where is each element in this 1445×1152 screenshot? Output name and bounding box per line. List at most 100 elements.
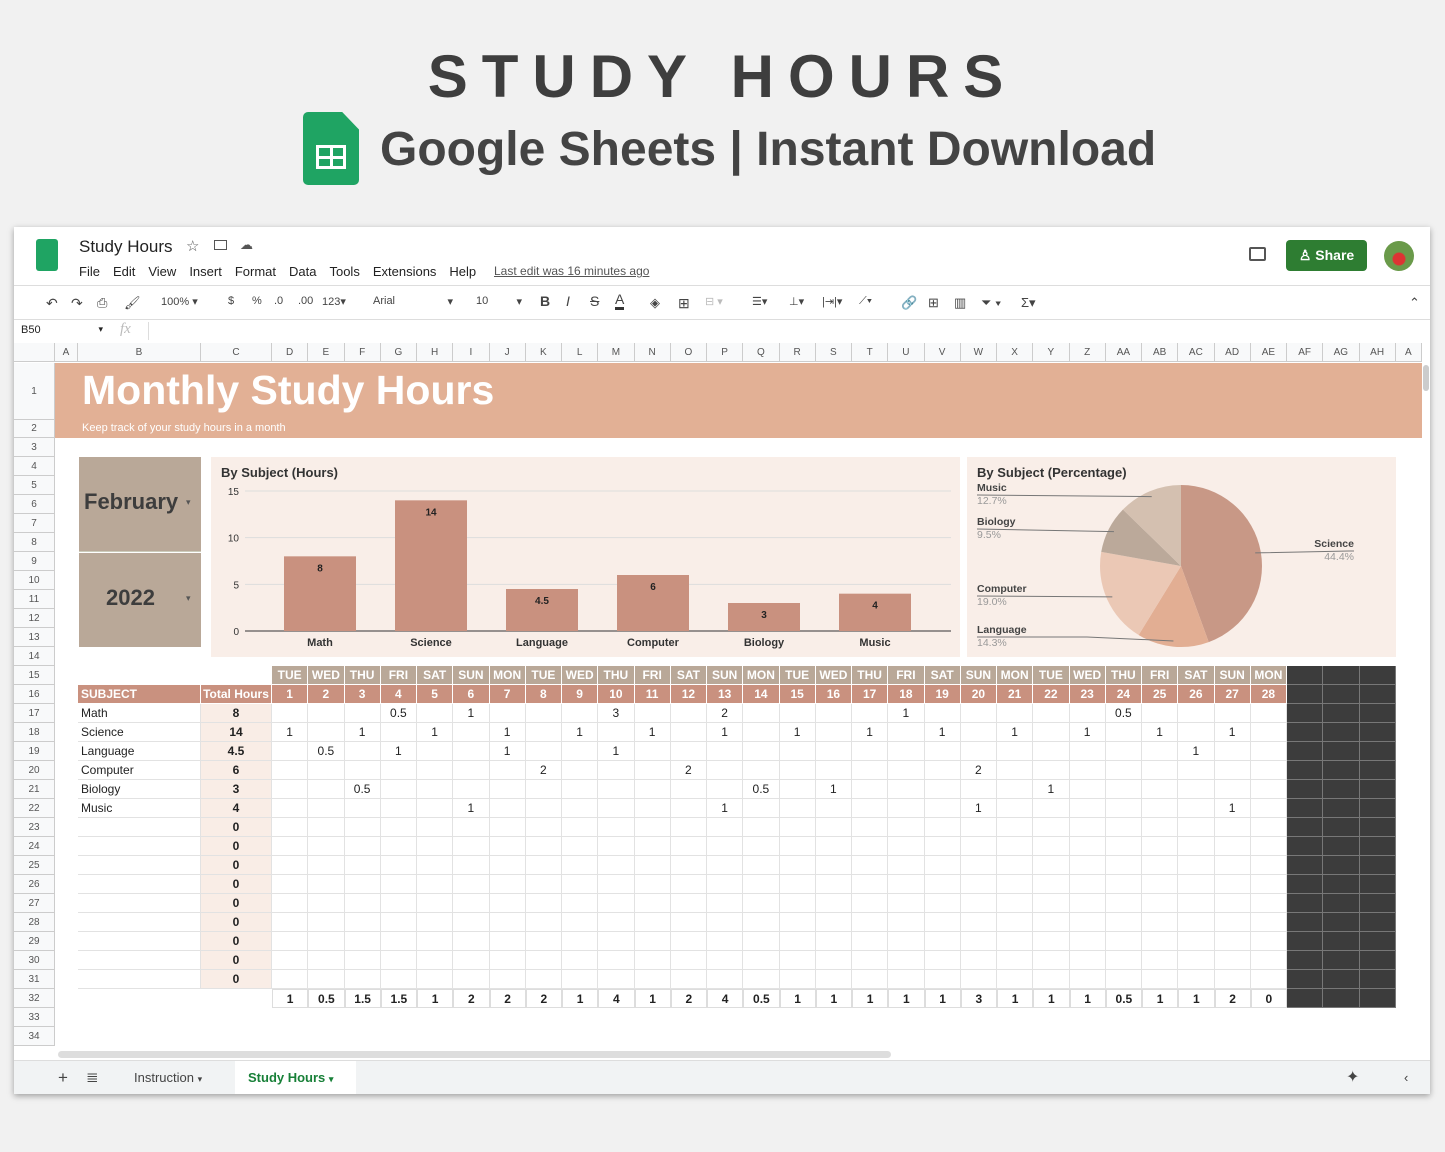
hours-cell[interactable] [1105,837,1142,856]
hours-cell[interactable] [707,932,744,951]
hours-cell[interactable]: 1 [380,742,417,761]
hours-cell[interactable] [417,742,454,761]
hours-cell[interactable] [634,761,671,780]
hours-cell[interactable] [1178,780,1215,799]
hours-cell[interactable] [852,913,889,932]
subject-name[interactable] [78,932,201,951]
column-header-H[interactable]: H [417,343,454,362]
hours-cell[interactable] [562,818,599,837]
number-format-select[interactable]: 123▾ [322,296,346,308]
hours-cell[interactable] [815,704,852,723]
avatar[interactable] [1384,241,1414,271]
hours-cell[interactable]: 1 [453,704,490,723]
hours-cell[interactable]: 1 [997,723,1034,742]
hours-cell[interactable] [815,894,852,913]
hours-cell[interactable] [489,818,526,837]
hours-cell[interactable] [562,742,599,761]
hours-cell[interactable]: 1 [960,799,997,818]
hours-cell[interactable] [598,894,635,913]
hours-cell[interactable] [888,799,925,818]
hours-cell[interactable]: 1 [453,799,490,818]
hours-cell[interactable] [924,856,961,875]
row-header-19[interactable]: 19 [14,742,55,761]
undo-icon[interactable]: ↶ [46,295,58,311]
comments-icon[interactable] [1249,247,1266,261]
hours-cell[interactable] [525,932,562,951]
hours-cell[interactable] [489,932,526,951]
hours-cell[interactable] [598,799,635,818]
hours-cell[interactable] [960,837,997,856]
hours-cell[interactable] [525,704,562,723]
hours-cell[interactable] [888,742,925,761]
hours-cell[interactable] [598,723,635,742]
sheets-app-icon[interactable] [36,239,58,271]
hours-cell[interactable] [997,913,1034,932]
hours-cell[interactable] [489,970,526,989]
hours-cell[interactable] [344,932,381,951]
hours-cell[interactable] [272,894,309,913]
hours-cell[interactable] [743,951,780,970]
hours-cell[interactable] [489,875,526,894]
row-header-16[interactable]: 16 [14,685,55,704]
hours-cell[interactable] [888,932,925,951]
hours-cell[interactable] [997,970,1034,989]
hours-cell[interactable]: 0.5 [743,780,780,799]
fill-color-icon[interactable]: ◈ [650,295,660,310]
hours-cell[interactable] [1214,913,1251,932]
hours-cell[interactable] [417,875,454,894]
hours-cell[interactable] [1250,723,1287,742]
menu-insert[interactable]: Insert [189,264,222,279]
hours-cell[interactable] [1214,951,1251,970]
doc-title[interactable]: Study Hours [79,237,173,256]
hours-cell[interactable] [380,856,417,875]
hours-cell[interactable] [1105,761,1142,780]
collapse-toolbar-icon[interactable]: ⌃ [1409,295,1420,310]
hours-cell[interactable] [1142,875,1179,894]
star-icon[interactable]: ☆ [186,238,200,255]
hours-cell[interactable]: 2 [707,704,744,723]
hours-cell[interactable] [525,970,562,989]
hours-cell[interactable] [779,818,816,837]
hours-cell[interactable] [997,742,1034,761]
hours-cell[interactable] [888,780,925,799]
hours-cell[interactable] [489,856,526,875]
hours-cell[interactable] [1069,856,1106,875]
hours-cell[interactable] [779,970,816,989]
text-color-button[interactable]: A [615,291,625,310]
hours-cell[interactable] [779,780,816,799]
hours-cell[interactable] [1033,704,1070,723]
row-header-28[interactable]: 28 [14,913,55,932]
hours-cell[interactable] [707,875,744,894]
hours-cell[interactable] [272,799,309,818]
hours-cell[interactable]: 1 [1033,780,1070,799]
column-header-S[interactable]: S [815,343,852,362]
hours-cell[interactable] [1250,951,1287,970]
filter-icon[interactable]: ⏷ ▾ [981,295,1002,310]
menu-file[interactable]: File [79,264,100,279]
column-header-AF[interactable]: AF [1287,343,1324,362]
hours-cell[interactable] [525,894,562,913]
hours-cell[interactable] [272,837,309,856]
hours-cell[interactable] [1214,818,1251,837]
hours-cell[interactable] [272,875,309,894]
row-header-8[interactable]: 8 [14,533,55,552]
hours-cell[interactable] [1178,818,1215,837]
hours-cell[interactable]: 1 [1178,742,1215,761]
row-header-11[interactable]: 11 [14,590,55,609]
hours-cell[interactable] [272,913,309,932]
column-header-V[interactable]: V [924,343,961,362]
hours-cell[interactable] [779,932,816,951]
hours-cell[interactable] [1105,951,1142,970]
merge-cells-icon[interactable]: ⊟ ▾ [705,296,723,308]
row-header-12[interactable]: 12 [14,609,55,628]
hours-cell[interactable] [525,742,562,761]
hours-cell[interactable] [453,913,490,932]
hours-cell[interactable] [272,856,309,875]
hours-cell[interactable] [489,951,526,970]
column-header-AE[interactable]: AE [1250,343,1287,362]
row-header-22[interactable]: 22 [14,799,55,818]
hours-cell[interactable]: 1 [924,723,961,742]
hours-cell[interactable] [960,875,997,894]
hours-cell[interactable] [815,951,852,970]
subject-name[interactable] [78,875,201,894]
